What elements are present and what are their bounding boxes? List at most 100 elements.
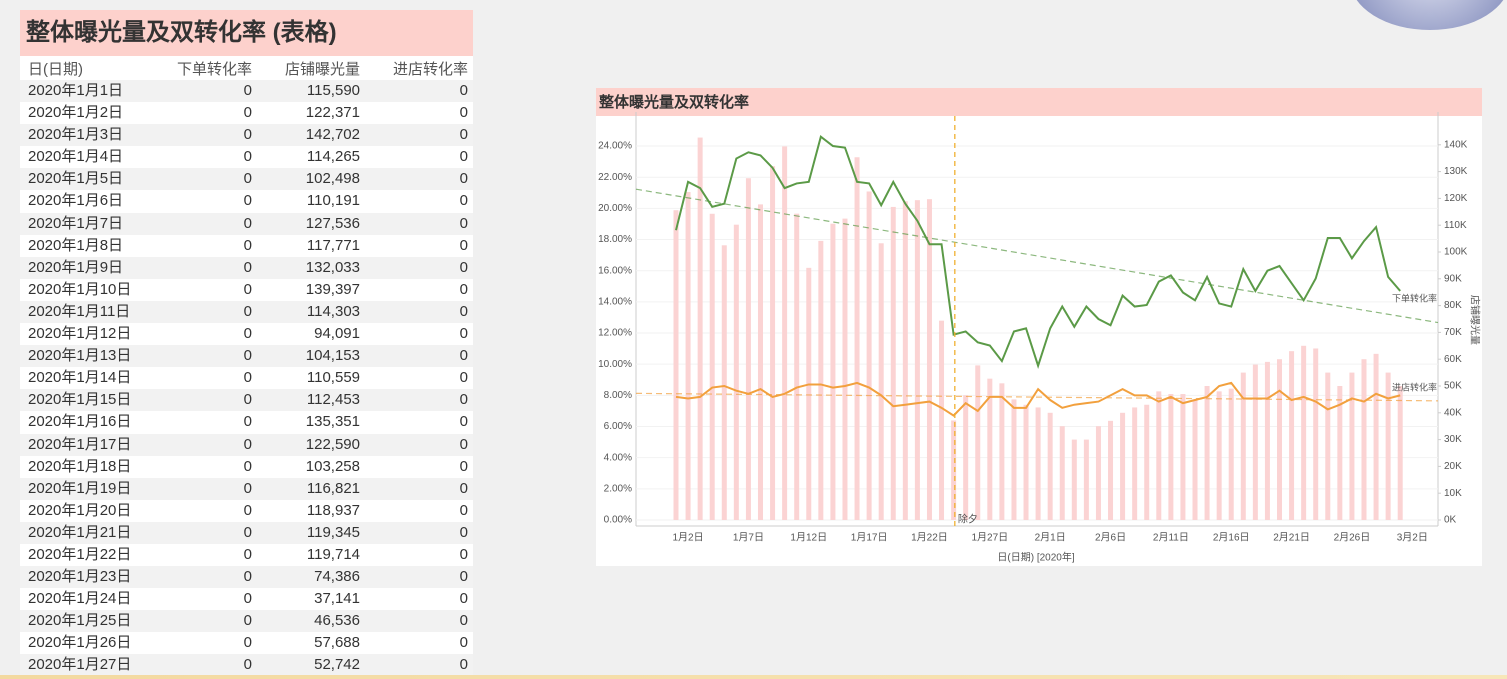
table-cell: 0 <box>459 523 468 541</box>
table-cell: 0 <box>243 236 252 254</box>
table-cell: 0 <box>243 391 252 409</box>
table-row: 2020年1月3日 0 142,702 0 <box>20 124 473 147</box>
bar <box>963 395 969 520</box>
table-cell: 0 <box>459 545 468 563</box>
table-cell: 0 <box>459 214 468 232</box>
bar <box>1144 404 1150 520</box>
table-cell: 0 <box>459 126 468 144</box>
table-cell: 2020年1月1日 <box>28 82 124 99</box>
table-cell: 2020年1月16日 <box>28 413 132 431</box>
table-cell: 0 <box>243 590 252 608</box>
table-cell: 132,033 <box>305 258 360 276</box>
table-row: 2020年1月11日 0 114,303 0 <box>20 300 473 324</box>
header-cell: 店铺曝光量 <box>284 61 360 78</box>
table-cell: 2020年1月24日 <box>28 590 132 608</box>
x-tick-label: 2月1日 <box>1035 532 1066 544</box>
chart-title-bar <box>596 88 1482 116</box>
bar <box>1083 439 1089 520</box>
table-row: 2020年1月24日 0 37,141 0 <box>20 588 473 610</box>
bar <box>794 213 800 520</box>
bar <box>818 240 824 520</box>
bar <box>673 210 679 520</box>
bar <box>1071 439 1077 520</box>
table-cell: 0 <box>459 457 468 475</box>
table-cell: 142,702 <box>305 126 360 144</box>
bar <box>1156 391 1162 520</box>
bar <box>842 218 848 520</box>
table-row: 2020年1月20日 0 118,937 0 <box>20 500 473 522</box>
table-cell: 2020年1月8日 <box>28 236 124 254</box>
table-cell: 110,191 <box>306 192 360 210</box>
table-cell: 112,453 <box>306 391 360 409</box>
y2-tick-label: 0K <box>1444 515 1457 526</box>
bar <box>999 383 1005 520</box>
y2-tick-label: 10K <box>1444 488 1462 499</box>
table-cell: 0 <box>243 126 252 144</box>
table-cell: 2020年1月18日 <box>28 457 132 475</box>
y2-tick-label: 70K <box>1444 327 1462 338</box>
table-cell: 57,688 <box>314 634 360 652</box>
bar <box>1059 426 1065 520</box>
table-row: 2020年1月23日 0 74,386 0 <box>20 566 473 589</box>
table-cell: 0 <box>459 258 468 276</box>
table-cell: 0 <box>243 413 252 431</box>
table-cell: 94,091 <box>314 325 360 343</box>
bar <box>830 223 836 520</box>
y2-tick-label: 80K <box>1444 300 1462 311</box>
bar <box>1204 386 1210 520</box>
y2-tick-label: 140K <box>1444 139 1468 150</box>
reference-label: 除夕 <box>958 513 978 526</box>
table-cell: 117,771 <box>306 236 360 254</box>
bar <box>1373 353 1379 520</box>
x-tick-label: 2月11日 <box>1153 532 1189 544</box>
table-cell: 104,153 <box>305 347 360 365</box>
decoration <box>1350 0 1507 30</box>
table-row: 2020年1月19日 0 116,821 0 <box>20 477 473 500</box>
table-cell: 0 <box>459 347 468 365</box>
table-cell: 0 <box>243 214 252 232</box>
series-label: 进店转化率 <box>1392 382 1437 393</box>
table-cell: 0 <box>459 479 468 497</box>
bar <box>1240 372 1246 520</box>
y-tick-label: 12.00% <box>598 328 632 339</box>
table-row: 2020年1月8日 0 117,771 0 <box>20 235 473 257</box>
table-cell: 2020年1月14日 <box>28 369 132 387</box>
table-cell: 0 <box>459 170 468 188</box>
y-tick-label: 0.00% <box>604 515 632 526</box>
table-cell: 139,397 <box>305 280 360 298</box>
table-row: 2020年1月25日 0 46,536 0 <box>20 610 473 633</box>
table-cell: 2020年1月6日 <box>28 192 124 210</box>
header-cell: 下单转化率 <box>176 61 252 78</box>
y2-tick-label: 130K <box>1444 166 1468 177</box>
table-row: 2020年1月12日 0 94,091 0 <box>20 323 473 345</box>
table-cell: 116,821 <box>306 479 360 497</box>
bottom-strip <box>0 675 1507 679</box>
bar <box>890 206 896 520</box>
table-cell: 0 <box>243 280 252 298</box>
table-cell: 135,351 <box>305 413 360 431</box>
table-row: 2020年1月6日 0 110,191 0 <box>20 190 473 212</box>
table-row: 2020年1月22日 0 119,714 0 <box>20 544 473 566</box>
table-cell: 0 <box>459 612 468 630</box>
table-title: 整体曝光量及双转化率 (表格) <box>20 10 473 56</box>
table-cell: 0 <box>459 280 468 298</box>
table-row: 2020年1月27日 0 52,742 0 <box>20 654 473 677</box>
table-row: 2020年1月14日 0 110,559 0 <box>20 367 473 389</box>
table-cell: 0 <box>243 545 252 563</box>
y2-axis-title: 店铺曝光量 <box>1468 295 1481 345</box>
table-cell: 0 <box>459 656 468 674</box>
bar <box>757 204 763 520</box>
table-row: 2020年1月1日 0 115,590 0 <box>20 80 473 103</box>
table-cell: 0 <box>243 192 252 210</box>
x-tick-label: 1月7日 <box>733 532 764 544</box>
table-cell: 0 <box>459 413 468 431</box>
bar <box>733 224 739 521</box>
bar <box>1228 388 1234 520</box>
table-cell: 52,742 <box>314 656 360 674</box>
y2-tick-label: 40K <box>1444 407 1462 418</box>
y-tick-label: 6.00% <box>604 421 632 432</box>
bar <box>1011 399 1017 520</box>
bar <box>866 191 872 520</box>
y-tick-label: 14.00% <box>598 297 632 308</box>
